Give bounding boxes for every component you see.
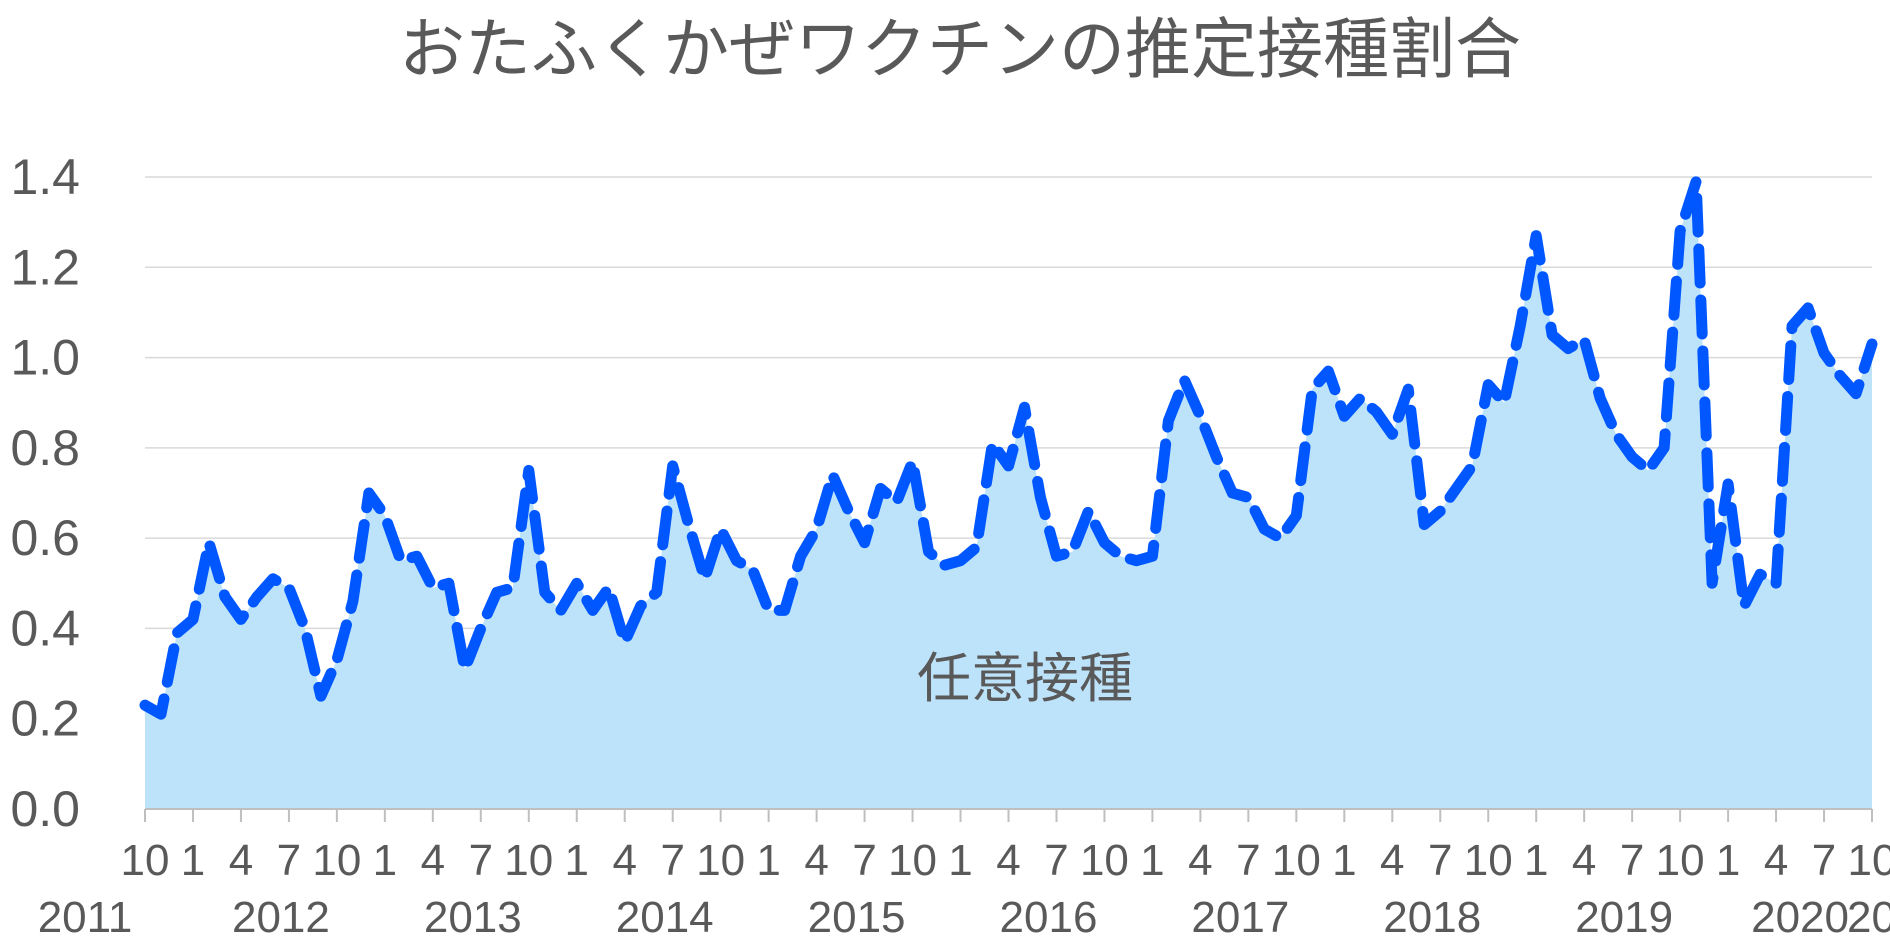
x-year-label: 2014 (616, 893, 714, 942)
x-year-label: 2012 (232, 893, 330, 942)
x-month-label: 7 (469, 836, 493, 885)
x-year-label: 2017 (1191, 893, 1289, 942)
x-month-label: 4 (1764, 836, 1788, 885)
line-layer (139, 176, 1878, 720)
y-tick-label: 0.2 (10, 691, 80, 747)
x-year-label: 2018 (1383, 893, 1481, 942)
x-month-label: 10 (121, 836, 170, 885)
x-month-label: 7 (1236, 836, 1260, 885)
y-tick-label: 0.4 (10, 600, 80, 656)
x-month-label: 10 (504, 836, 553, 885)
area-layer (145, 181, 1872, 809)
y-tick-label: 0.8 (10, 420, 80, 476)
series-annotation: 任意接種 (917, 647, 1133, 710)
x-month-label: 7 (852, 836, 876, 885)
x-month-label: 1 (756, 836, 780, 885)
x-month-label: 4 (421, 836, 445, 885)
x-month-label: 10 (1080, 836, 1129, 885)
x-year-label: 2011 (38, 893, 133, 942)
x-month-label: 7 (1428, 836, 1452, 885)
y-tick-label: 1.2 (10, 239, 80, 295)
x-month-label: 7 (1812, 836, 1836, 885)
x-month-label: 7 (660, 836, 684, 885)
x-axis (144, 808, 1873, 822)
x-month-label: 10 (696, 836, 745, 885)
y-tick-label: 0.0 (10, 781, 80, 837)
x-month-label: 10 (312, 836, 361, 885)
y-tick-label: 1.4 (10, 149, 80, 205)
x-year-label: 2013 (424, 893, 522, 942)
area-fill (145, 181, 1872, 809)
series-line (139, 176, 1878, 720)
y-tick-label: 1.0 (10, 330, 80, 386)
x-month-label: 7 (1044, 836, 1068, 885)
x-month-label: 1 (1524, 836, 1548, 885)
x-month-label: 4 (996, 836, 1020, 885)
x-year-label: 2021 (1847, 893, 1890, 942)
y-tick-label: 0.6 (10, 510, 80, 566)
y-axis-labels: 0.0 0.2 0.4 0.6 0.8 1.0 1.2 1.4 (10, 149, 80, 837)
x-month-label: 1 (565, 836, 589, 885)
x-month-label: 7 (1620, 836, 1644, 885)
x-month-label: 4 (229, 836, 253, 885)
x-month-label: 4 (1380, 836, 1404, 885)
x-month-label: 4 (1572, 836, 1596, 885)
x-month-label: 1 (1140, 836, 1164, 885)
x-axis-labels: 10 1 4 7 10 1 4 7 10 1 4 7 10 1 4 7 10 1 4 7 10 1 4 7 10 1 4 7 10 1 4 7… (38, 836, 1890, 942)
x-month-label: 1 (1332, 836, 1356, 885)
x-month-label: 10 (1272, 836, 1321, 885)
chart-title: おたふくかぜワクチンの推定接種割合 (399, 11, 1521, 88)
x-year-label: 2015 (808, 893, 906, 942)
x-year-label: 2016 (1000, 893, 1098, 942)
x-year-label: 2020 (1751, 893, 1849, 942)
x-month-label: 10 (888, 836, 937, 885)
x-month-label: 10 (1464, 836, 1513, 885)
x-month-label: 10 (1656, 836, 1705, 885)
x-month-label: 1 (948, 836, 972, 885)
x-month-label: 4 (804, 836, 828, 885)
x-year-label: 2019 (1575, 893, 1673, 942)
x-month-label: 1 (1716, 836, 1740, 885)
x-month-label: 4 (612, 836, 636, 885)
x-month-label: 10 (1848, 836, 1890, 885)
x-month-label: 1 (181, 836, 205, 885)
x-month-label: 1 (373, 836, 397, 885)
x-month-label: 7 (277, 836, 301, 885)
x-month-label: 4 (1188, 836, 1212, 885)
